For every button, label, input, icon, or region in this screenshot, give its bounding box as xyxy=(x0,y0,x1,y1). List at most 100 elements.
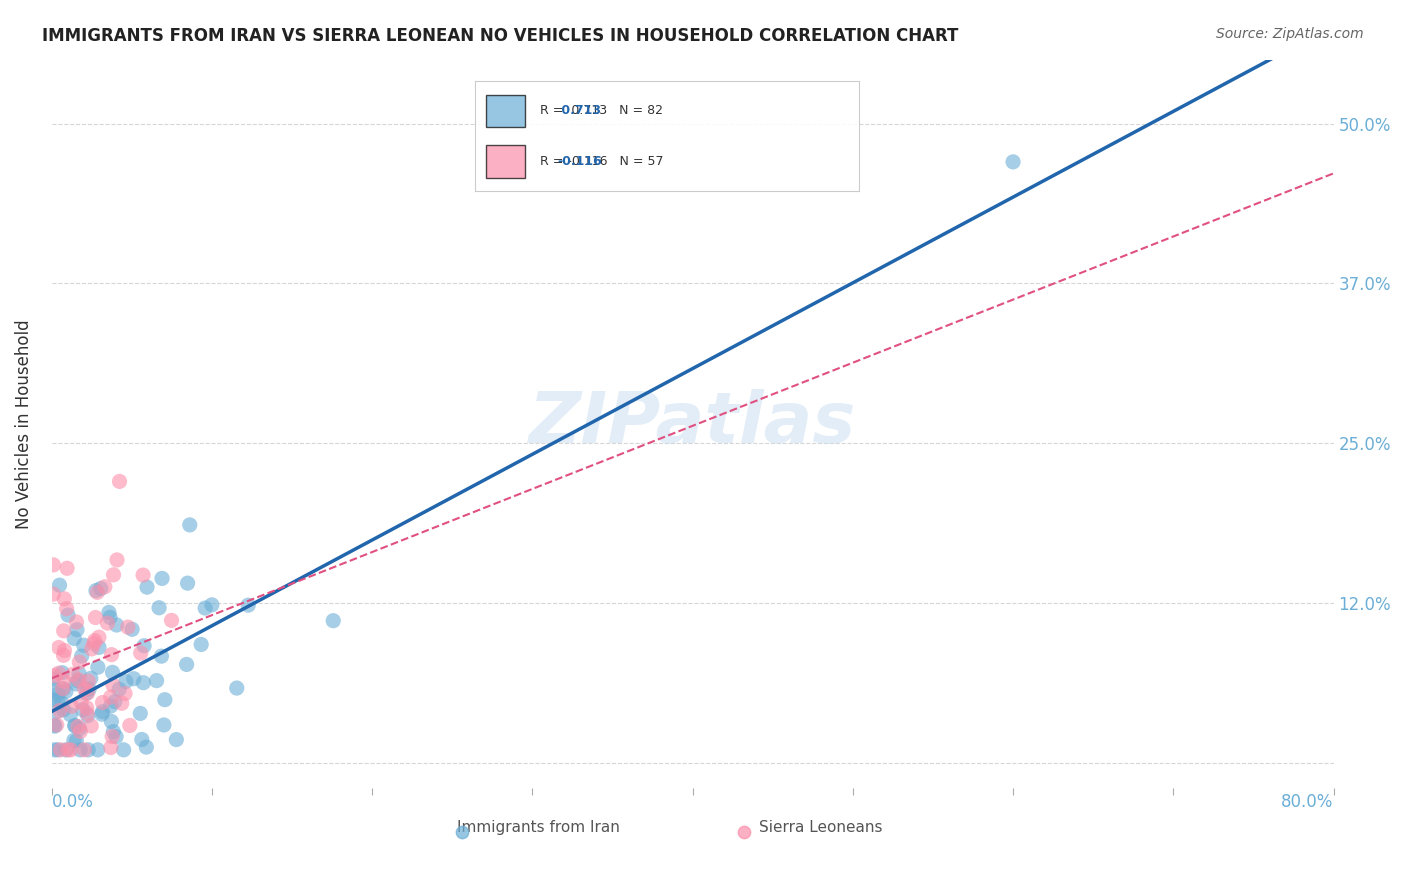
Point xyxy=(65,734,87,748)
Point xyxy=(63,718,86,732)
Point xyxy=(84,583,107,598)
Point xyxy=(160,614,183,628)
Point xyxy=(63,719,86,733)
Point xyxy=(111,696,134,710)
Point xyxy=(132,675,155,690)
Point xyxy=(77,674,100,689)
Point xyxy=(94,580,117,594)
Point xyxy=(67,655,90,669)
Point xyxy=(55,684,77,698)
Point xyxy=(122,672,145,686)
Point xyxy=(67,666,90,681)
Point xyxy=(153,718,176,732)
Point xyxy=(76,700,98,714)
Point xyxy=(135,740,157,755)
Point xyxy=(97,606,120,620)
Point xyxy=(77,682,100,697)
Point xyxy=(905,832,928,847)
Point xyxy=(83,636,105,650)
Point xyxy=(72,703,94,717)
Point xyxy=(55,601,77,615)
Point xyxy=(117,620,139,634)
Point xyxy=(105,553,128,567)
Point xyxy=(69,724,91,739)
Point xyxy=(225,681,247,695)
Point xyxy=(70,695,93,709)
Point xyxy=(63,632,86,646)
Point xyxy=(73,638,96,652)
Point xyxy=(100,648,122,662)
Point xyxy=(52,703,75,717)
Point xyxy=(49,743,72,757)
Point xyxy=(87,743,110,757)
Point xyxy=(80,719,103,733)
Point xyxy=(165,732,187,747)
Point xyxy=(76,706,98,721)
Point xyxy=(118,718,141,732)
Point xyxy=(53,643,76,657)
Point xyxy=(101,730,124,744)
Point xyxy=(103,724,125,739)
Point xyxy=(129,706,152,721)
Point xyxy=(80,671,103,685)
Point xyxy=(46,693,69,707)
Point xyxy=(115,674,138,689)
Text: 0.0%: 0.0% xyxy=(52,793,94,812)
Point xyxy=(201,598,224,612)
Text: Sierra Leoneans: Sierra Leoneans xyxy=(759,820,883,835)
Point xyxy=(87,630,110,644)
Point xyxy=(66,623,89,637)
Point xyxy=(75,686,97,700)
Point xyxy=(131,732,153,747)
Point xyxy=(150,649,173,664)
Text: Immigrants from Iran: Immigrants from Iran xyxy=(457,820,620,835)
Point xyxy=(176,657,198,672)
Point xyxy=(69,743,91,757)
Point xyxy=(42,558,65,572)
Point xyxy=(322,614,344,628)
Point xyxy=(145,673,167,688)
Point xyxy=(108,682,131,697)
Point xyxy=(53,591,76,606)
Point xyxy=(73,743,96,757)
Point xyxy=(84,610,107,624)
Point xyxy=(59,707,82,722)
Point xyxy=(44,743,66,757)
Point xyxy=(108,475,131,489)
Point xyxy=(101,665,124,680)
Point xyxy=(86,585,108,599)
Y-axis label: No Vehicles in Household: No Vehicles in Household xyxy=(15,319,32,529)
Point xyxy=(100,699,122,714)
Point xyxy=(132,568,155,582)
Point xyxy=(56,743,79,757)
Point xyxy=(132,639,155,653)
Point xyxy=(100,740,122,755)
Point xyxy=(60,699,83,714)
Point xyxy=(148,600,170,615)
Point xyxy=(45,718,67,732)
Point xyxy=(80,641,103,656)
Point xyxy=(87,640,110,655)
Point xyxy=(91,696,114,710)
Point xyxy=(48,640,70,655)
Point xyxy=(121,622,143,636)
Point xyxy=(129,646,152,660)
Point xyxy=(52,681,75,696)
Point xyxy=(76,708,98,723)
Point xyxy=(46,705,69,719)
Point xyxy=(77,743,100,757)
Point xyxy=(51,665,73,680)
Point xyxy=(90,707,112,722)
Point xyxy=(48,666,70,681)
Point xyxy=(69,722,91,736)
Point xyxy=(150,571,173,585)
Point xyxy=(153,692,176,706)
Text: IMMIGRANTS FROM IRAN VS SIERRA LEONEAN NO VEHICLES IN HOUSEHOLD CORRELATION CHAR: IMMIGRANTS FROM IRAN VS SIERRA LEONEAN N… xyxy=(42,27,959,45)
Point xyxy=(73,681,96,696)
Point xyxy=(44,668,66,682)
Point xyxy=(112,743,135,757)
Point xyxy=(44,718,66,732)
Point xyxy=(553,832,575,847)
Point xyxy=(62,667,84,681)
Point xyxy=(66,673,89,688)
